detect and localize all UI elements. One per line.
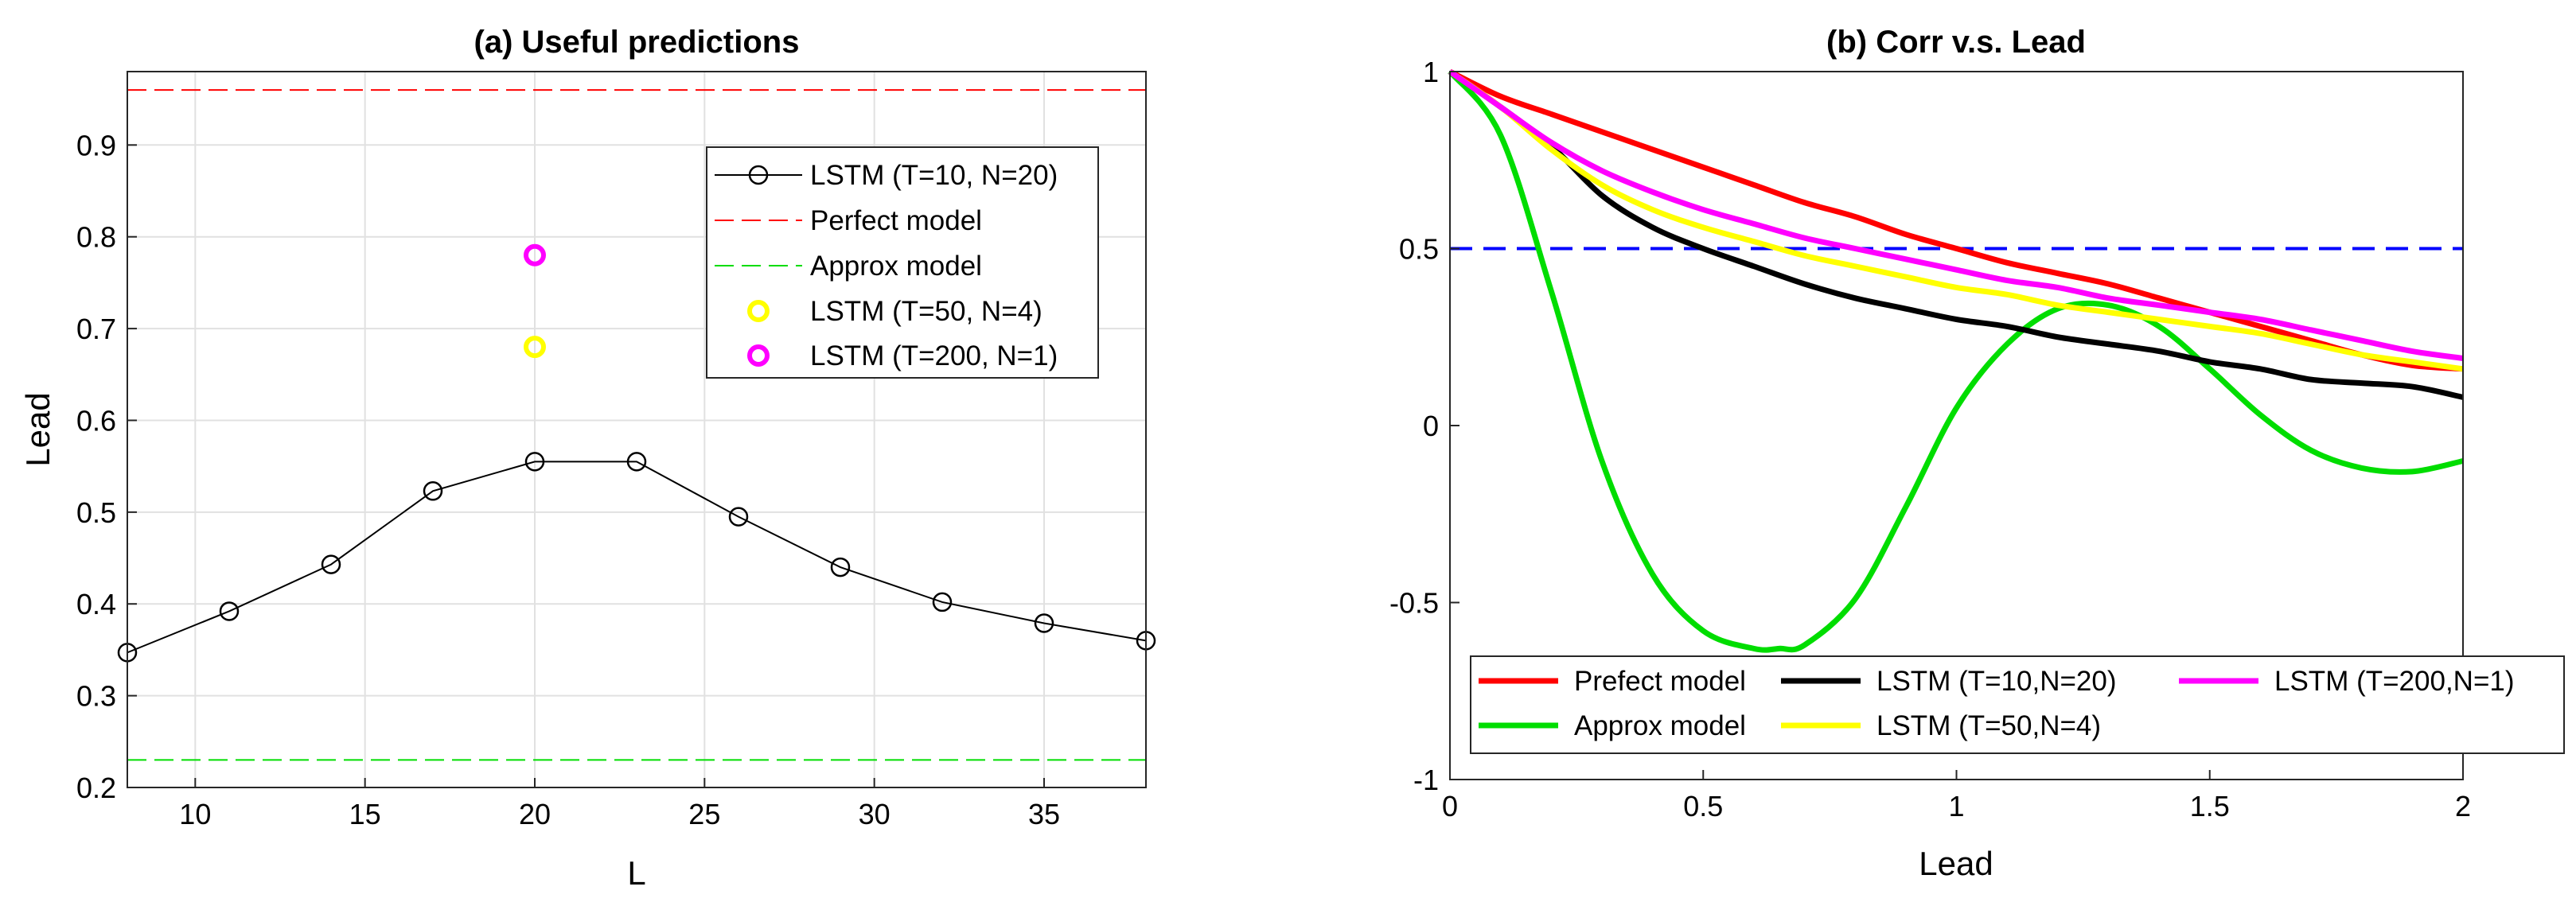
legend-label-lstm-t50-b: LSTM (T=50,N=4) — [1876, 710, 2101, 741]
panel-b-line-lstm-t-50-n-4 — [1448, 69, 2464, 372]
panel-b-series-lines — [1448, 68, 2464, 653]
legend-marker-lstm-t10 — [748, 165, 769, 185]
panel-a-lstm-t200-point — [524, 243, 546, 266]
legend-label-perfect-model: Perfect model — [810, 205, 982, 236]
panel-b-x-label: Lead — [1919, 845, 1993, 882]
panel-a-x-tick-label-15: 15 — [349, 798, 381, 830]
panel-b-line-approx-model — [1448, 69, 2464, 653]
panel-b-y-tick-label--0.5: -0.5 — [1389, 587, 1439, 620]
panel-a-lstm-t10-point-1 — [219, 601, 240, 621]
panel-b-line-lstm-t-200-n-1 — [1448, 69, 2464, 361]
panel-a-x-tick-label-30: 30 — [859, 798, 890, 830]
panel-a-y-tick-label-0.4: 0.4 — [76, 588, 116, 620]
panel-b-x-ticks: 0 0.5 1 1.5 2 — [1442, 770, 2471, 822]
panel-a-y-label: Lead — [19, 392, 57, 466]
panel-a-x-ticks: 10 15 20 25 30 35 — [179, 778, 1060, 830]
panel-b-y-tick-label-0.5: 0.5 — [1399, 233, 1439, 266]
legend-marker-lstm-t200 — [747, 344, 770, 367]
panel-b-y-ticks: -1 -0.5 0 0.5 1 — [1389, 56, 1459, 796]
panel-a-y-tick-label-0.9: 0.9 — [76, 129, 116, 161]
panel-a-legend: LSTM (T=10, N=20) Perfect model Approx m… — [706, 146, 1099, 379]
panel-b-legend: Prefect model LSTM (T=10,N=20) LSTM (T=2… — [1470, 655, 2565, 754]
panel-a-x-label: L — [627, 854, 645, 892]
legend-label-approx-model-b: Approx model — [1574, 710, 1746, 741]
legend-label-lstm-t200: LSTM (T=200, N=1) — [810, 340, 1058, 371]
panel-a-y-tick-label-0.2: 0.2 — [76, 772, 116, 804]
panel-b-y-tick-label--1: -1 — [1413, 764, 1439, 796]
panel-a-x-tick-label-35: 35 — [1028, 798, 1060, 830]
panel-a-title: (a) Useful predictions — [474, 25, 800, 60]
panel-b-title: (b) Corr v.s. Lead — [1826, 25, 2086, 60]
legend-label-prefect-model: Prefect model — [1574, 666, 1746, 697]
panel-b-x-tick-label-2: 2 — [2455, 790, 2471, 822]
panel-a-x-tick-label-20: 20 — [519, 798, 551, 830]
panel-a-lstm-t10-point-5 — [626, 452, 647, 472]
panel-a: 10 15 20 25 30 35 0.2 0.3 0.4 0.5 0.6 0.7 0.8 0.9 (a… — [19, 25, 1156, 892]
panel-a-reference-lines — [127, 89, 1146, 761]
legend-label-lstm-t50: LSTM (T=50, N=4) — [810, 296, 1042, 327]
panel-a-lstm-t10-line — [127, 461, 1147, 654]
panel-a-lstm-t10-point-9 — [1034, 613, 1054, 633]
panel-a-lstm-t10-point-6 — [728, 507, 749, 527]
panel-a-axes-box — [127, 71, 1147, 788]
legend-label-lstm-t10: LSTM (T=10, N=20) — [810, 160, 1058, 191]
panel-b-legend-box — [1470, 655, 2565, 754]
panel-a-lstm-t50-point — [524, 336, 546, 359]
panel-a-x-tick-label-10: 10 — [179, 798, 211, 830]
legend-label-lstm-t200-b: LSTM (T=200,N=1) — [2274, 666, 2515, 697]
panel-b-x-tick-label-0: 0 — [1442, 790, 1458, 822]
panel-a-lstm-t10-point-2 — [321, 554, 341, 574]
panel-b-y-tick-label-0: 0 — [1423, 410, 1439, 442]
legend-label-approx-model: Approx model — [810, 251, 982, 282]
panel-a-y-tick-label-0.8: 0.8 — [76, 221, 116, 254]
panel-a-x-tick-label-25: 25 — [688, 798, 720, 830]
panel-a-y-ticks: 0.2 0.3 0.4 0.5 0.6 0.7 0.8 0.9 — [76, 129, 137, 804]
panel-b-x-tick-label-0.5: 0.5 — [1683, 790, 1723, 822]
panel-a-y-tick-label-0.5: 0.5 — [76, 496, 116, 529]
panel-b-x-tick-label-1: 1 — [1948, 790, 1964, 822]
panel-a-y-tick-label-0.3: 0.3 — [76, 680, 116, 713]
panel-b-y-tick-label-1: 1 — [1423, 56, 1439, 88]
legend-marker-lstm-t50 — [747, 300, 770, 322]
panel-b-x-tick-label-1.5: 1.5 — [2190, 790, 2230, 822]
panel-a-y-tick-label-0.6: 0.6 — [76, 404, 116, 437]
panel-a-lstm-t10-point-7 — [830, 557, 851, 577]
panel-b: 0 0.5 1 1.5 2 -1 -0.5 0 0.5 1 (b) Corr v.s. Lead… — [1389, 25, 2565, 882]
panel-a-lstm-t10-point-3 — [423, 481, 443, 501]
panel-a-y-tick-label-0.7: 0.7 — [76, 313, 116, 345]
panel-b-line-prefect-model — [1448, 68, 2464, 372]
panel-a-lstm-t10-point-4 — [524, 452, 545, 472]
panel-a-legend-box — [706, 146, 1099, 379]
panel-a-lstm-t10-point-8 — [932, 592, 953, 612]
panel-b-line-lstm-t-10-n-20 — [1448, 69, 2464, 400]
legend-label-lstm-t10-b: LSTM (T=10,N=20) — [1876, 666, 2117, 697]
